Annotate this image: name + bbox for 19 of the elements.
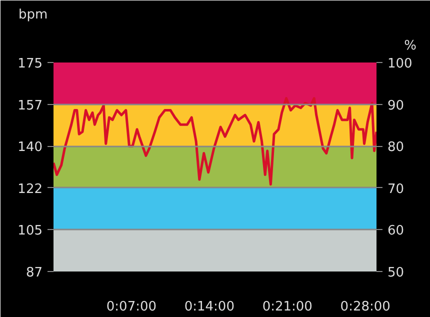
y2-tick-label: 70 bbox=[388, 182, 404, 197]
y-tick-label: 122 bbox=[18, 182, 43, 197]
y-tick-label: 140 bbox=[18, 140, 43, 156]
x-tick-label: 0:14:00 bbox=[184, 300, 234, 314]
y2-axis-title: % bbox=[404, 38, 417, 54]
x-tick-label: 0:21:00 bbox=[262, 300, 312, 314]
y2-tick-label: 50 bbox=[388, 266, 404, 280]
y-tick-label: 157 bbox=[18, 98, 43, 114]
y-tick-label: 87 bbox=[26, 266, 43, 280]
y2-tick-label: 80 bbox=[388, 140, 404, 156]
y2-tick-label: 60 bbox=[388, 224, 404, 239]
y-tick-label: 105 bbox=[18, 224, 43, 239]
y-tick-label: 175 bbox=[18, 56, 43, 72]
x-tick-label: 0:28:00 bbox=[340, 300, 390, 314]
y2-tick-label: 100 bbox=[388, 56, 412, 72]
line-series bbox=[54, 97, 376, 186]
x-tick-label: 0:07:00 bbox=[106, 300, 157, 314]
y-axis-title: bpm bbox=[18, 8, 48, 22]
y2-tick-label: 90 bbox=[388, 98, 404, 114]
